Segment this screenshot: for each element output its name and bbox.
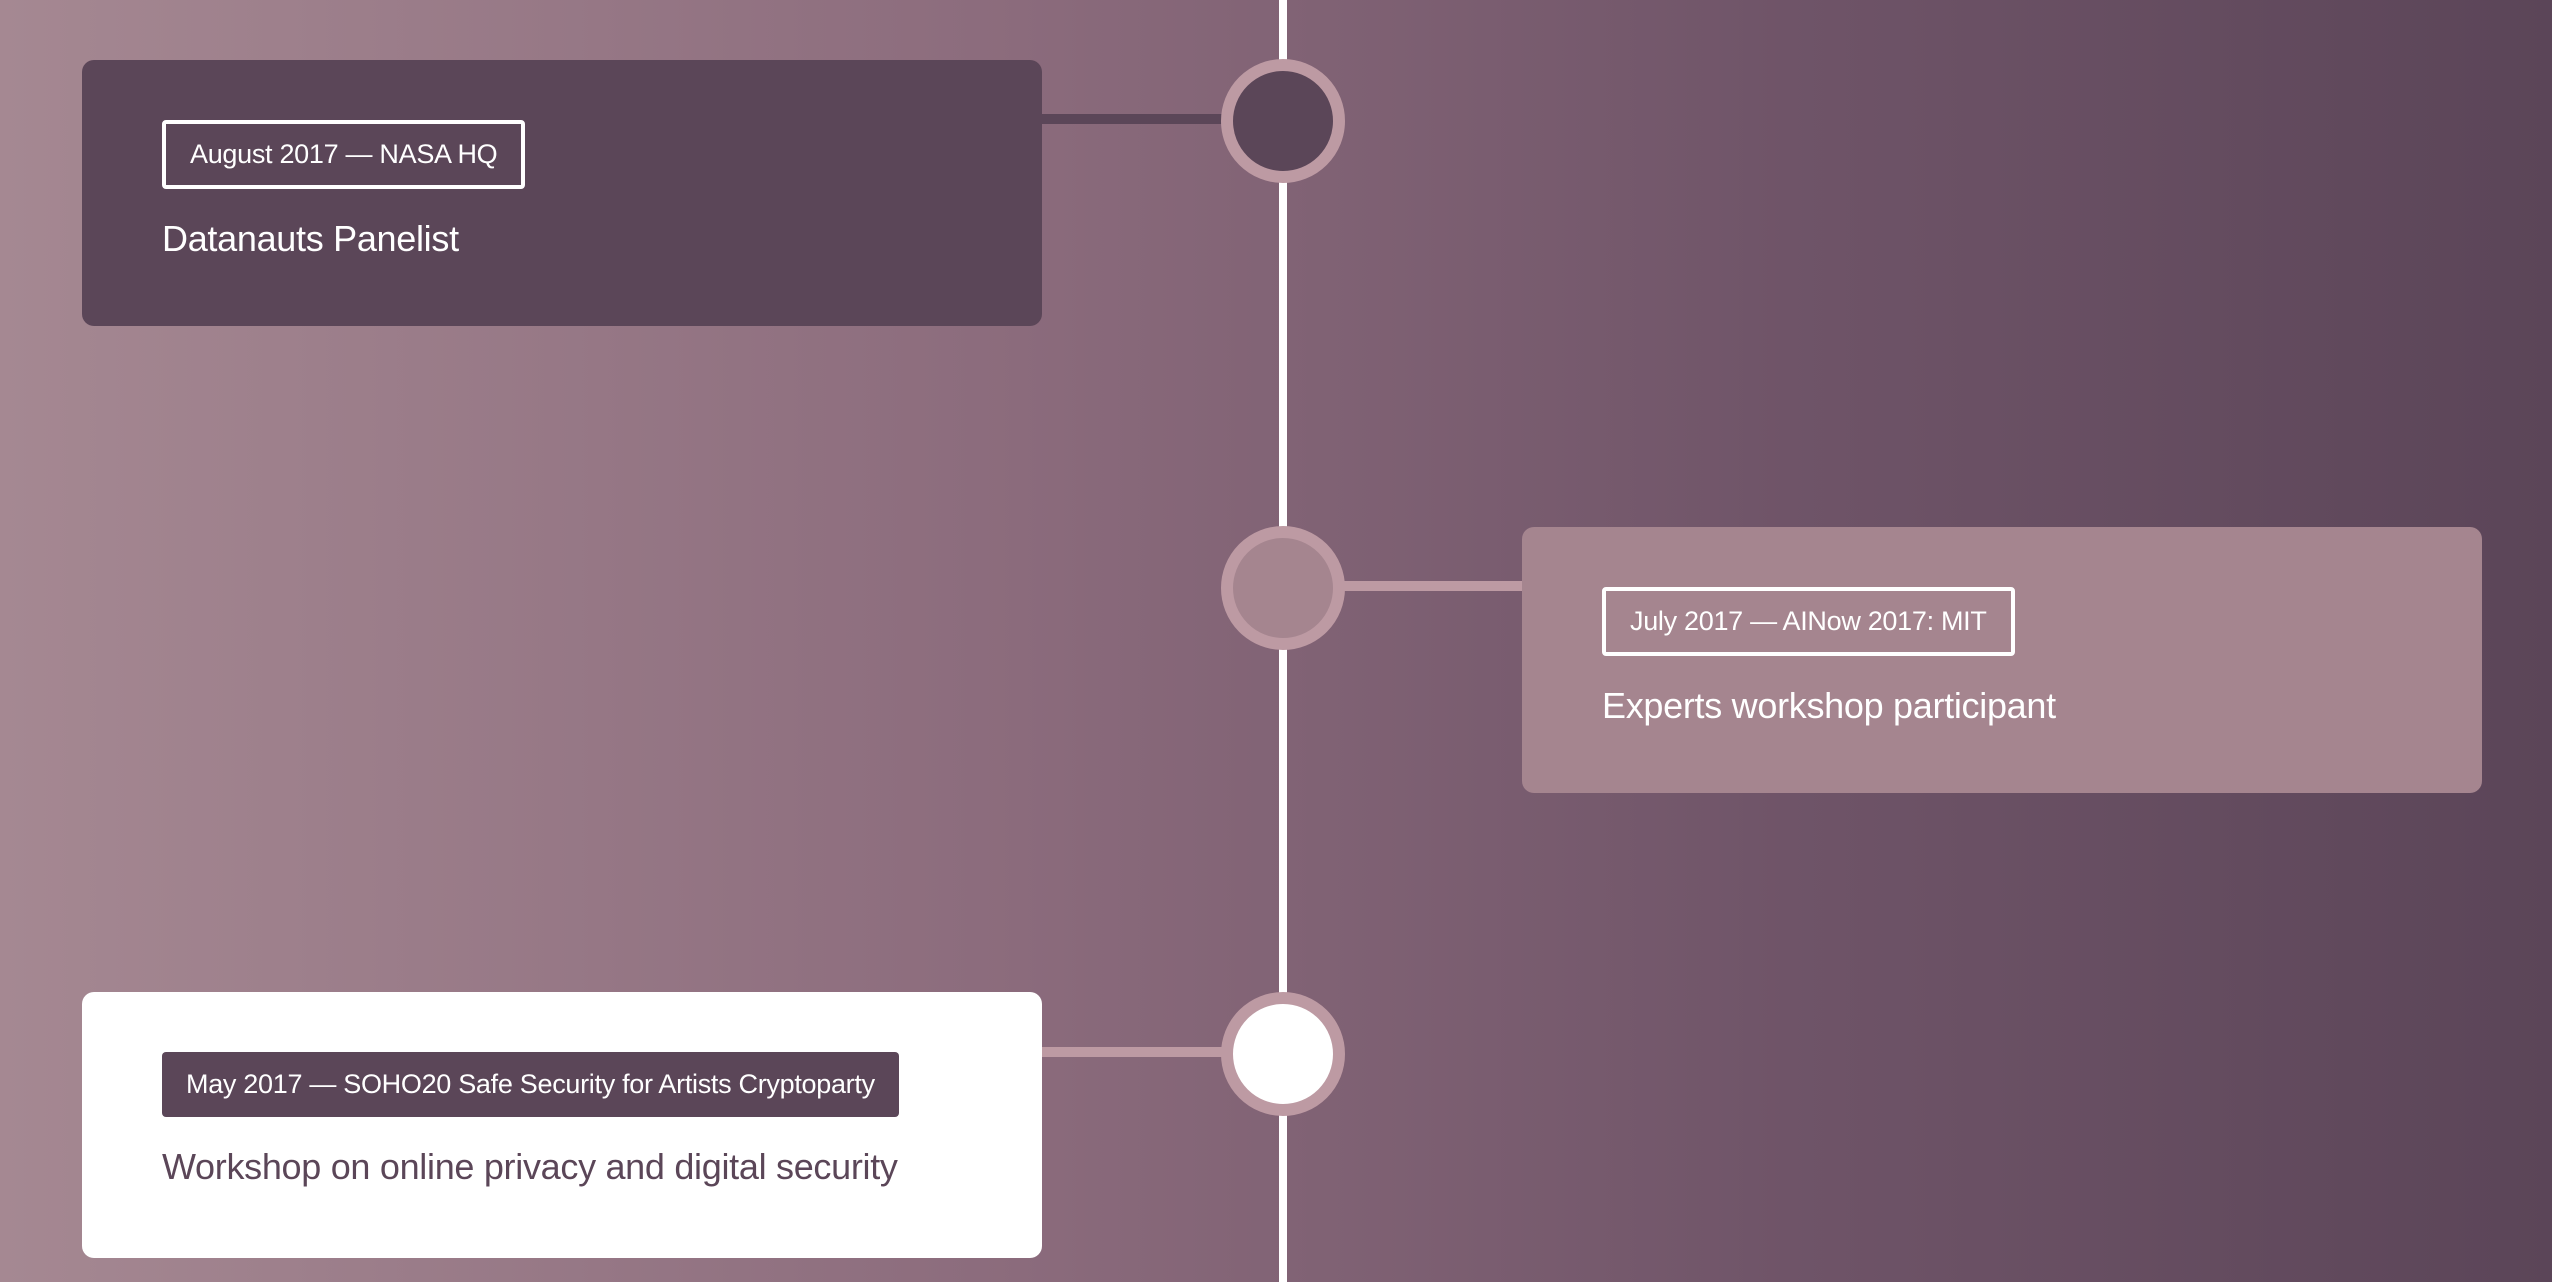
event-title: Experts workshop participant: [1602, 685, 2056, 726]
event-date-badge: May 2017 — SOHO20 Safe Security for Arti…: [162, 1052, 899, 1117]
timeline-connector: [1042, 114, 1242, 124]
timeline-node: [1221, 526, 1345, 650]
timeline-connector: [1324, 581, 1524, 591]
timeline-node: [1221, 992, 1345, 1116]
timeline-card[interactable]: August 2017 — NASA HQ Datanauts Panelist: [82, 60, 1042, 326]
event-date-badge: July 2017 — AINow 2017: MIT: [1602, 587, 2015, 656]
timeline-card[interactable]: July 2017 — AINow 2017: MIT Experts work…: [1522, 527, 2482, 793]
event-title: Workshop on online privacy and digital s…: [162, 1146, 898, 1187]
timeline-node: [1221, 59, 1345, 183]
timeline-connector: [1042, 1047, 1242, 1057]
timeline-card[interactable]: May 2017 — SOHO20 Safe Security for Arti…: [82, 992, 1042, 1258]
event-title: Datanauts Panelist: [162, 218, 459, 259]
event-date-badge: August 2017 — NASA HQ: [162, 120, 526, 189]
